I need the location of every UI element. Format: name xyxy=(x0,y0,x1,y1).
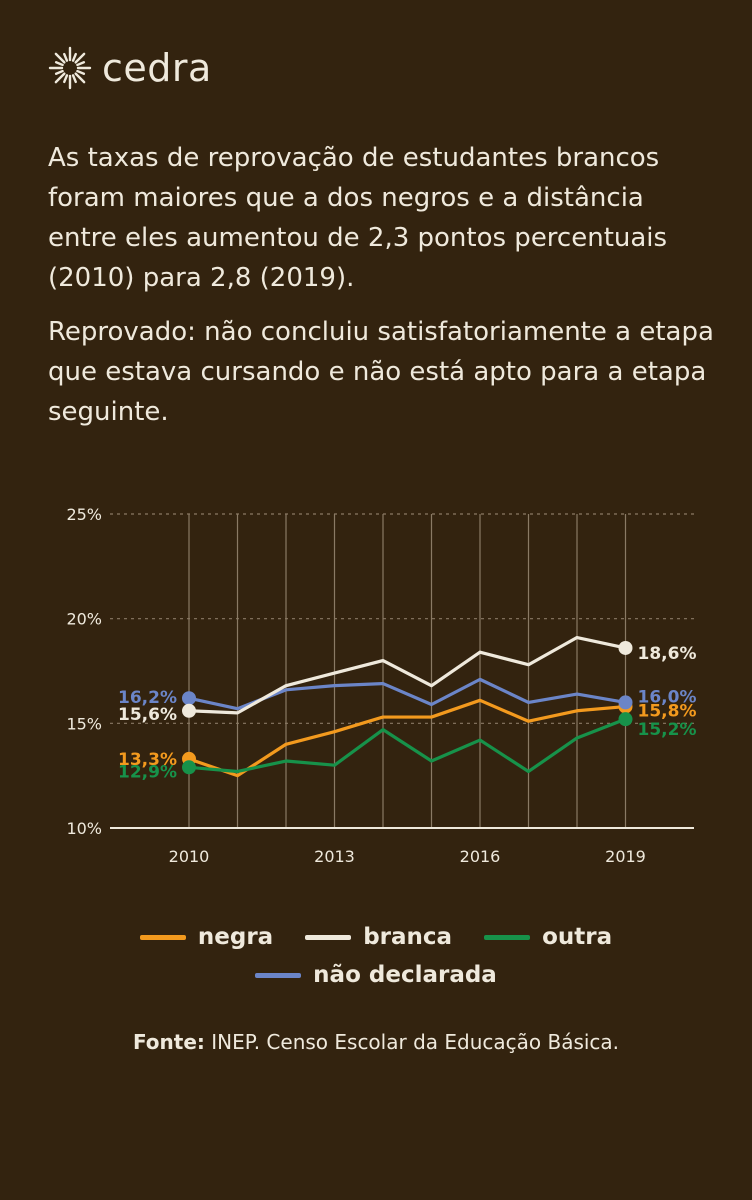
source-text: INEP. Censo Escolar da Educação Básica. xyxy=(211,1030,620,1054)
legend-item-branca: branca xyxy=(305,924,452,950)
legend-swatch xyxy=(255,972,302,978)
start-marker xyxy=(182,760,196,775)
end-marker xyxy=(618,640,633,655)
y-tick-label: 20% xyxy=(66,610,102,629)
headline: As taxas de reprovação de estudantes bra… xyxy=(48,143,668,293)
legend-row: não declarada xyxy=(0,956,752,994)
brand-name: cedra xyxy=(102,46,212,90)
chart-legend: negra branca outra não declarada xyxy=(0,918,752,994)
source-note: Fonte: INEP. Censo Escolar da Educação B… xyxy=(0,1030,752,1054)
start-value-label: 16,2% xyxy=(118,688,177,708)
legend-item-negra: negra xyxy=(139,924,274,950)
start-marker xyxy=(182,703,196,718)
end-value-label: 15,8% xyxy=(638,702,697,722)
end-marker xyxy=(618,695,633,710)
series-line-negra xyxy=(188,698,626,778)
x-tick-label: 2010 xyxy=(169,847,210,866)
start-marker xyxy=(182,691,196,706)
legend-item-outra: outra xyxy=(484,924,612,950)
x-tick-label: 2019 xyxy=(605,847,646,866)
legend-label: branca xyxy=(363,924,453,950)
end-value-label: 15,2% xyxy=(638,720,697,740)
start-value-label: 12,9% xyxy=(118,762,177,782)
start-value-label: 13,3% xyxy=(118,750,177,770)
x-tick-label: 2016 xyxy=(460,847,501,866)
end-value-label: 18,6% xyxy=(638,644,697,664)
x-tick-label: 2013 xyxy=(314,847,355,866)
brand-logo: cedra xyxy=(48,40,212,96)
series-line-outra xyxy=(188,717,627,774)
legend-label: outra xyxy=(542,924,613,950)
source-label: Fonte: xyxy=(132,1030,205,1054)
line-chart: 10%15%20%25%2010 2013 2016 201913,3%15,8%15… xyxy=(66,505,697,866)
legend-swatch xyxy=(139,934,186,940)
y-tick-label: 25% xyxy=(66,505,102,524)
y-tick-label: 15% xyxy=(66,714,102,733)
end-marker xyxy=(618,712,633,727)
end-value-label: 16,0% xyxy=(638,687,697,707)
start-value-label: 15,6% xyxy=(118,705,177,725)
legend-row: negra branca outra xyxy=(0,918,752,956)
series-line-branca xyxy=(188,635,626,715)
legend-swatch xyxy=(484,934,531,940)
y-tick-label: 10% xyxy=(66,819,102,838)
legend-swatch xyxy=(305,934,352,940)
legend-item-nao-declarada: não declarada xyxy=(255,962,497,988)
legend-label: negra xyxy=(197,924,274,950)
legend-label: não declarada xyxy=(313,962,497,988)
sun-burst-icon xyxy=(48,46,92,90)
definition-note: Reprovado: não concluiu satisfatoriament… xyxy=(48,317,714,427)
